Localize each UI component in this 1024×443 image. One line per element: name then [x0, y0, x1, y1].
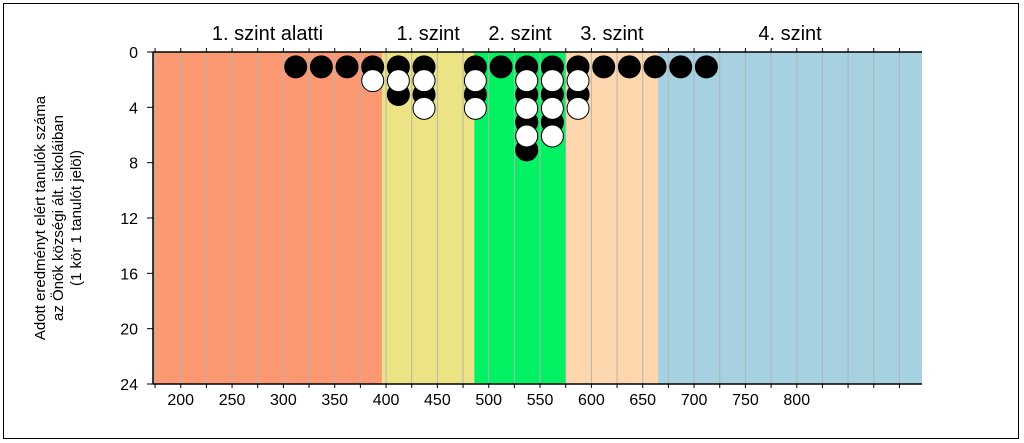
y-tick-label: 4 [129, 100, 138, 117]
y-tick-label: 12 [120, 211, 138, 228]
white-student-dot [463, 69, 487, 93]
y-label-group: Adott eredményt elért tanulók száma az Ön… [32, 95, 85, 340]
level-bands [153, 52, 922, 384]
y-label-line-2: az Önök községi ált. iskoláiban [49, 115, 67, 321]
y-label-line-3: (1 kör 1 tanulót jelöl) [68, 150, 85, 286]
x-tick-label: 500 [475, 392, 502, 409]
level-label-3: 2. szint [488, 23, 552, 45]
y-tick-label: 0 [129, 45, 138, 62]
black-student-dot [309, 55, 333, 79]
black-student-dot [592, 55, 616, 79]
y-tick-label: 8 [129, 156, 138, 173]
axes: 200 250 300 350 400 450 500 550 600 650 700 750 800 0… [120, 45, 922, 409]
x-tick-label: 750 [732, 392, 759, 409]
student-dots [284, 55, 718, 162]
white-student-dot [515, 69, 539, 93]
black-student-dot [694, 55, 718, 79]
x-tick-label: 300 [270, 392, 297, 409]
y-label-line-1: Adott eredményt elért tanulók száma [32, 95, 49, 340]
level-label-1: 1. szint alatti [212, 23, 323, 45]
y-axis-label: Adott eredményt elért tanulók száma az Ön… [32, 95, 85, 340]
level-band-5 [658, 52, 922, 384]
black-student-dot [669, 55, 693, 79]
level-labels: 1. szint alatti 1. szint 2. szint 3. szint 4… [212, 23, 822, 45]
y-tick-label: 20 [120, 322, 138, 339]
x-tick-label: 700 [681, 392, 708, 409]
black-student-dot [489, 55, 513, 79]
x-tick-label: 350 [321, 392, 348, 409]
y-tick-label: 16 [120, 266, 138, 283]
x-tick-label: 650 [629, 392, 656, 409]
white-student-dot [566, 69, 590, 93]
white-student-dot [515, 96, 539, 120]
x-tick-label: 800 [783, 392, 810, 409]
y-tick-label: 24 [120, 377, 138, 394]
white-student-dot [463, 96, 487, 120]
level-label-5: 4. szint [758, 23, 822, 45]
black-student-dot [284, 55, 308, 79]
black-student-dot [335, 55, 359, 79]
level-band-1 [153, 52, 382, 384]
white-student-dot [540, 96, 564, 120]
level-label-4: 3. szint [580, 23, 644, 45]
x-tick-label: 450 [424, 392, 451, 409]
white-student-dot [386, 69, 410, 93]
white-student-dot [361, 69, 385, 93]
white-student-dot [540, 69, 564, 93]
white-student-dot [566, 96, 590, 120]
x-tick-label: 200 [167, 392, 194, 409]
x-tick-label: 250 [219, 392, 246, 409]
white-student-dot [412, 69, 436, 93]
level-label-2: 1. szint [396, 23, 460, 45]
x-tick-label: 600 [578, 392, 605, 409]
white-student-dot [412, 96, 436, 120]
x-tick-label: 550 [527, 392, 554, 409]
black-student-dot [617, 55, 641, 79]
x-tick-label: 400 [373, 392, 400, 409]
vertical-gridlines [154, 52, 900, 384]
chart-frame [3, 3, 1019, 439]
black-student-dot [643, 55, 667, 79]
white-student-dot [540, 124, 564, 148]
white-student-dot [515, 124, 539, 148]
